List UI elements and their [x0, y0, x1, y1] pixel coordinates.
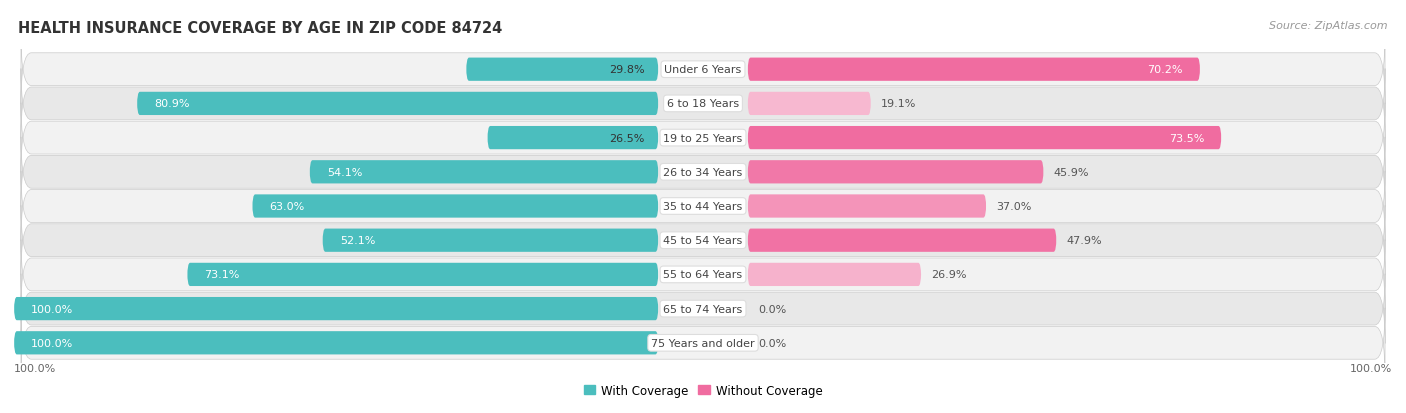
FancyBboxPatch shape — [21, 69, 1385, 139]
FancyBboxPatch shape — [467, 58, 658, 82]
FancyBboxPatch shape — [14, 331, 658, 355]
FancyBboxPatch shape — [748, 93, 870, 116]
FancyBboxPatch shape — [309, 161, 658, 184]
Text: 45.9%: 45.9% — [1053, 167, 1090, 177]
FancyBboxPatch shape — [21, 172, 1385, 241]
FancyBboxPatch shape — [253, 195, 658, 218]
Text: HEALTH INSURANCE COVERAGE BY AGE IN ZIP CODE 84724: HEALTH INSURANCE COVERAGE BY AGE IN ZIP … — [18, 21, 502, 36]
FancyBboxPatch shape — [21, 35, 1385, 105]
Text: 37.0%: 37.0% — [997, 202, 1032, 211]
FancyBboxPatch shape — [21, 240, 1385, 309]
FancyBboxPatch shape — [748, 229, 1056, 252]
FancyBboxPatch shape — [748, 127, 1222, 150]
Text: 6 to 18 Years: 6 to 18 Years — [666, 99, 740, 109]
FancyBboxPatch shape — [21, 138, 1385, 207]
Text: 45 to 54 Years: 45 to 54 Years — [664, 236, 742, 246]
FancyBboxPatch shape — [21, 206, 1385, 275]
Text: 52.1%: 52.1% — [340, 236, 375, 246]
FancyBboxPatch shape — [14, 297, 658, 320]
FancyBboxPatch shape — [748, 263, 921, 286]
FancyBboxPatch shape — [322, 229, 658, 252]
FancyBboxPatch shape — [21, 308, 1385, 378]
FancyBboxPatch shape — [488, 127, 658, 150]
Text: 100.0%: 100.0% — [31, 304, 73, 314]
FancyBboxPatch shape — [21, 274, 1385, 344]
FancyBboxPatch shape — [138, 93, 658, 116]
Text: 100.0%: 100.0% — [31, 338, 73, 348]
Text: Source: ZipAtlas.com: Source: ZipAtlas.com — [1270, 21, 1388, 31]
Text: 73.1%: 73.1% — [204, 270, 240, 280]
Text: 19.1%: 19.1% — [882, 99, 917, 109]
Text: 75 Years and older: 75 Years and older — [651, 338, 755, 348]
FancyBboxPatch shape — [21, 104, 1385, 173]
Text: 63.0%: 63.0% — [270, 202, 305, 211]
Text: 100.0%: 100.0% — [14, 363, 56, 373]
Text: 65 to 74 Years: 65 to 74 Years — [664, 304, 742, 314]
Text: 26.5%: 26.5% — [609, 133, 644, 143]
Legend: With Coverage, Without Coverage: With Coverage, Without Coverage — [579, 379, 827, 401]
Text: 29.8%: 29.8% — [609, 65, 644, 75]
Text: 54.1%: 54.1% — [328, 167, 363, 177]
Text: 100.0%: 100.0% — [1350, 363, 1392, 373]
Text: 73.5%: 73.5% — [1168, 133, 1204, 143]
Text: 0.0%: 0.0% — [758, 304, 786, 314]
FancyBboxPatch shape — [748, 161, 1043, 184]
Text: 80.9%: 80.9% — [155, 99, 190, 109]
FancyBboxPatch shape — [187, 263, 658, 286]
Text: 0.0%: 0.0% — [758, 338, 786, 348]
Text: 26 to 34 Years: 26 to 34 Years — [664, 167, 742, 177]
FancyBboxPatch shape — [748, 195, 986, 218]
Text: 70.2%: 70.2% — [1147, 65, 1182, 75]
FancyBboxPatch shape — [748, 58, 1199, 82]
Text: 47.9%: 47.9% — [1067, 236, 1102, 246]
Text: 26.9%: 26.9% — [931, 270, 967, 280]
Text: 35 to 44 Years: 35 to 44 Years — [664, 202, 742, 211]
Text: 55 to 64 Years: 55 to 64 Years — [664, 270, 742, 280]
Text: Under 6 Years: Under 6 Years — [665, 65, 741, 75]
Text: 19 to 25 Years: 19 to 25 Years — [664, 133, 742, 143]
